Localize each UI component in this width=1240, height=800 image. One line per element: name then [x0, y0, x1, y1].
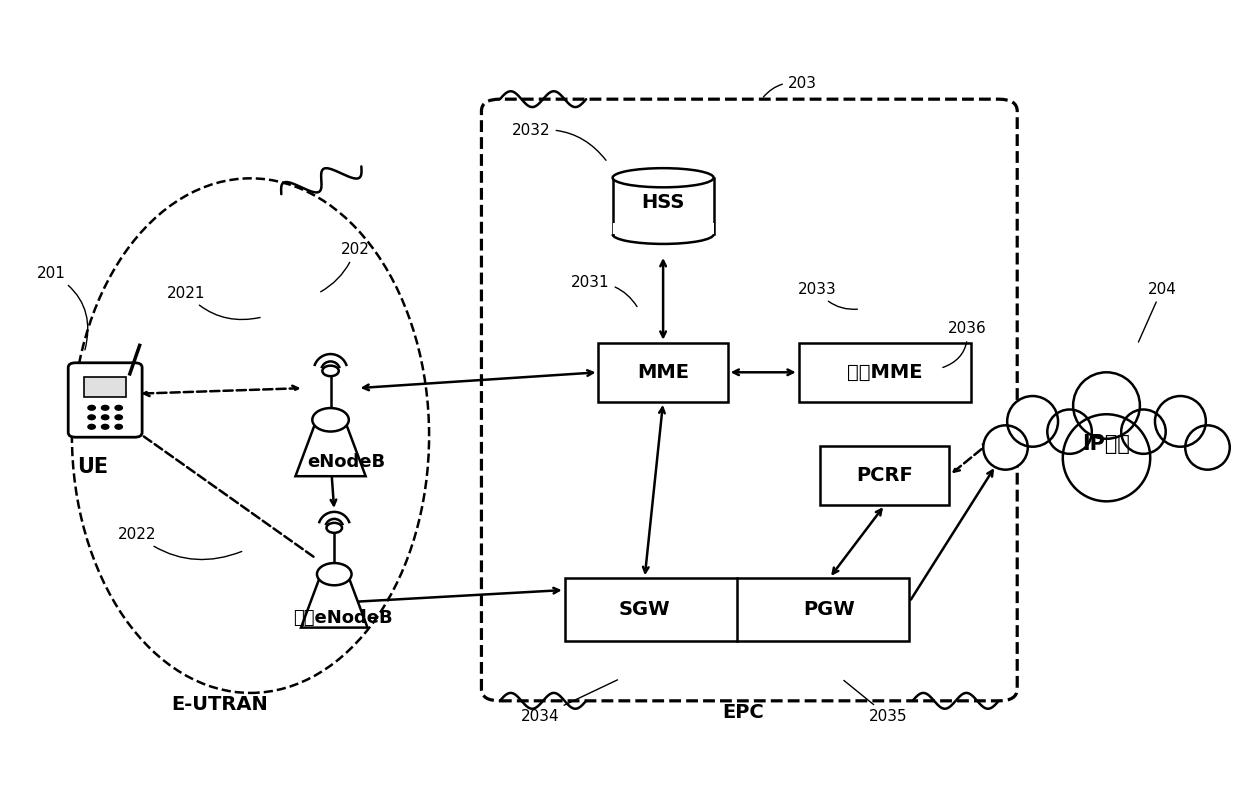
Circle shape: [115, 415, 123, 420]
Ellipse shape: [613, 168, 713, 187]
Ellipse shape: [1185, 426, 1230, 470]
Circle shape: [88, 415, 95, 420]
Text: PCRF: PCRF: [857, 466, 913, 485]
Circle shape: [115, 406, 123, 410]
Text: EPC: EPC: [722, 703, 764, 722]
Text: SGW: SGW: [619, 600, 671, 619]
Text: 204: 204: [1138, 282, 1177, 342]
Text: 2022: 2022: [118, 527, 242, 559]
Text: E-UTRAN: E-UTRAN: [171, 695, 268, 714]
FancyBboxPatch shape: [599, 342, 728, 402]
Text: PGW: PGW: [804, 600, 856, 619]
Circle shape: [102, 415, 109, 420]
Polygon shape: [295, 420, 366, 476]
Text: eNodeB: eNodeB: [308, 453, 386, 470]
Text: 其它eNodeB: 其它eNodeB: [293, 609, 393, 626]
Text: 2035: 2035: [844, 681, 908, 724]
Text: 2032: 2032: [512, 123, 606, 160]
Text: IP业务: IP业务: [1083, 434, 1131, 454]
Circle shape: [312, 408, 348, 431]
Ellipse shape: [1073, 372, 1140, 438]
Circle shape: [102, 425, 109, 429]
FancyBboxPatch shape: [481, 99, 1017, 701]
Text: 2031: 2031: [572, 275, 637, 306]
Polygon shape: [301, 574, 367, 628]
Text: 201: 201: [36, 266, 88, 350]
Ellipse shape: [72, 178, 429, 693]
Circle shape: [88, 425, 95, 429]
FancyBboxPatch shape: [613, 223, 713, 234]
FancyBboxPatch shape: [799, 342, 971, 402]
Circle shape: [322, 366, 339, 376]
FancyBboxPatch shape: [564, 578, 909, 642]
Circle shape: [102, 406, 109, 410]
Circle shape: [88, 406, 95, 410]
Ellipse shape: [1063, 414, 1151, 502]
Text: 202: 202: [321, 242, 370, 292]
Text: HSS: HSS: [641, 193, 684, 211]
Text: 2036: 2036: [942, 322, 987, 367]
Text: UE: UE: [77, 458, 108, 478]
Ellipse shape: [1007, 396, 1058, 446]
FancyBboxPatch shape: [820, 446, 950, 505]
Text: 203: 203: [764, 76, 817, 97]
FancyBboxPatch shape: [68, 362, 143, 438]
Text: MME: MME: [637, 362, 689, 382]
FancyBboxPatch shape: [84, 377, 126, 398]
Text: 2021: 2021: [167, 286, 260, 319]
Ellipse shape: [983, 426, 1028, 470]
Ellipse shape: [1121, 410, 1166, 454]
Circle shape: [317, 563, 352, 586]
Text: 2034: 2034: [521, 680, 618, 724]
Circle shape: [115, 425, 123, 429]
Circle shape: [326, 523, 342, 533]
Ellipse shape: [1048, 410, 1091, 454]
Text: 其它MME: 其它MME: [847, 362, 923, 382]
Ellipse shape: [1154, 396, 1205, 446]
Text: 2033: 2033: [797, 282, 857, 310]
